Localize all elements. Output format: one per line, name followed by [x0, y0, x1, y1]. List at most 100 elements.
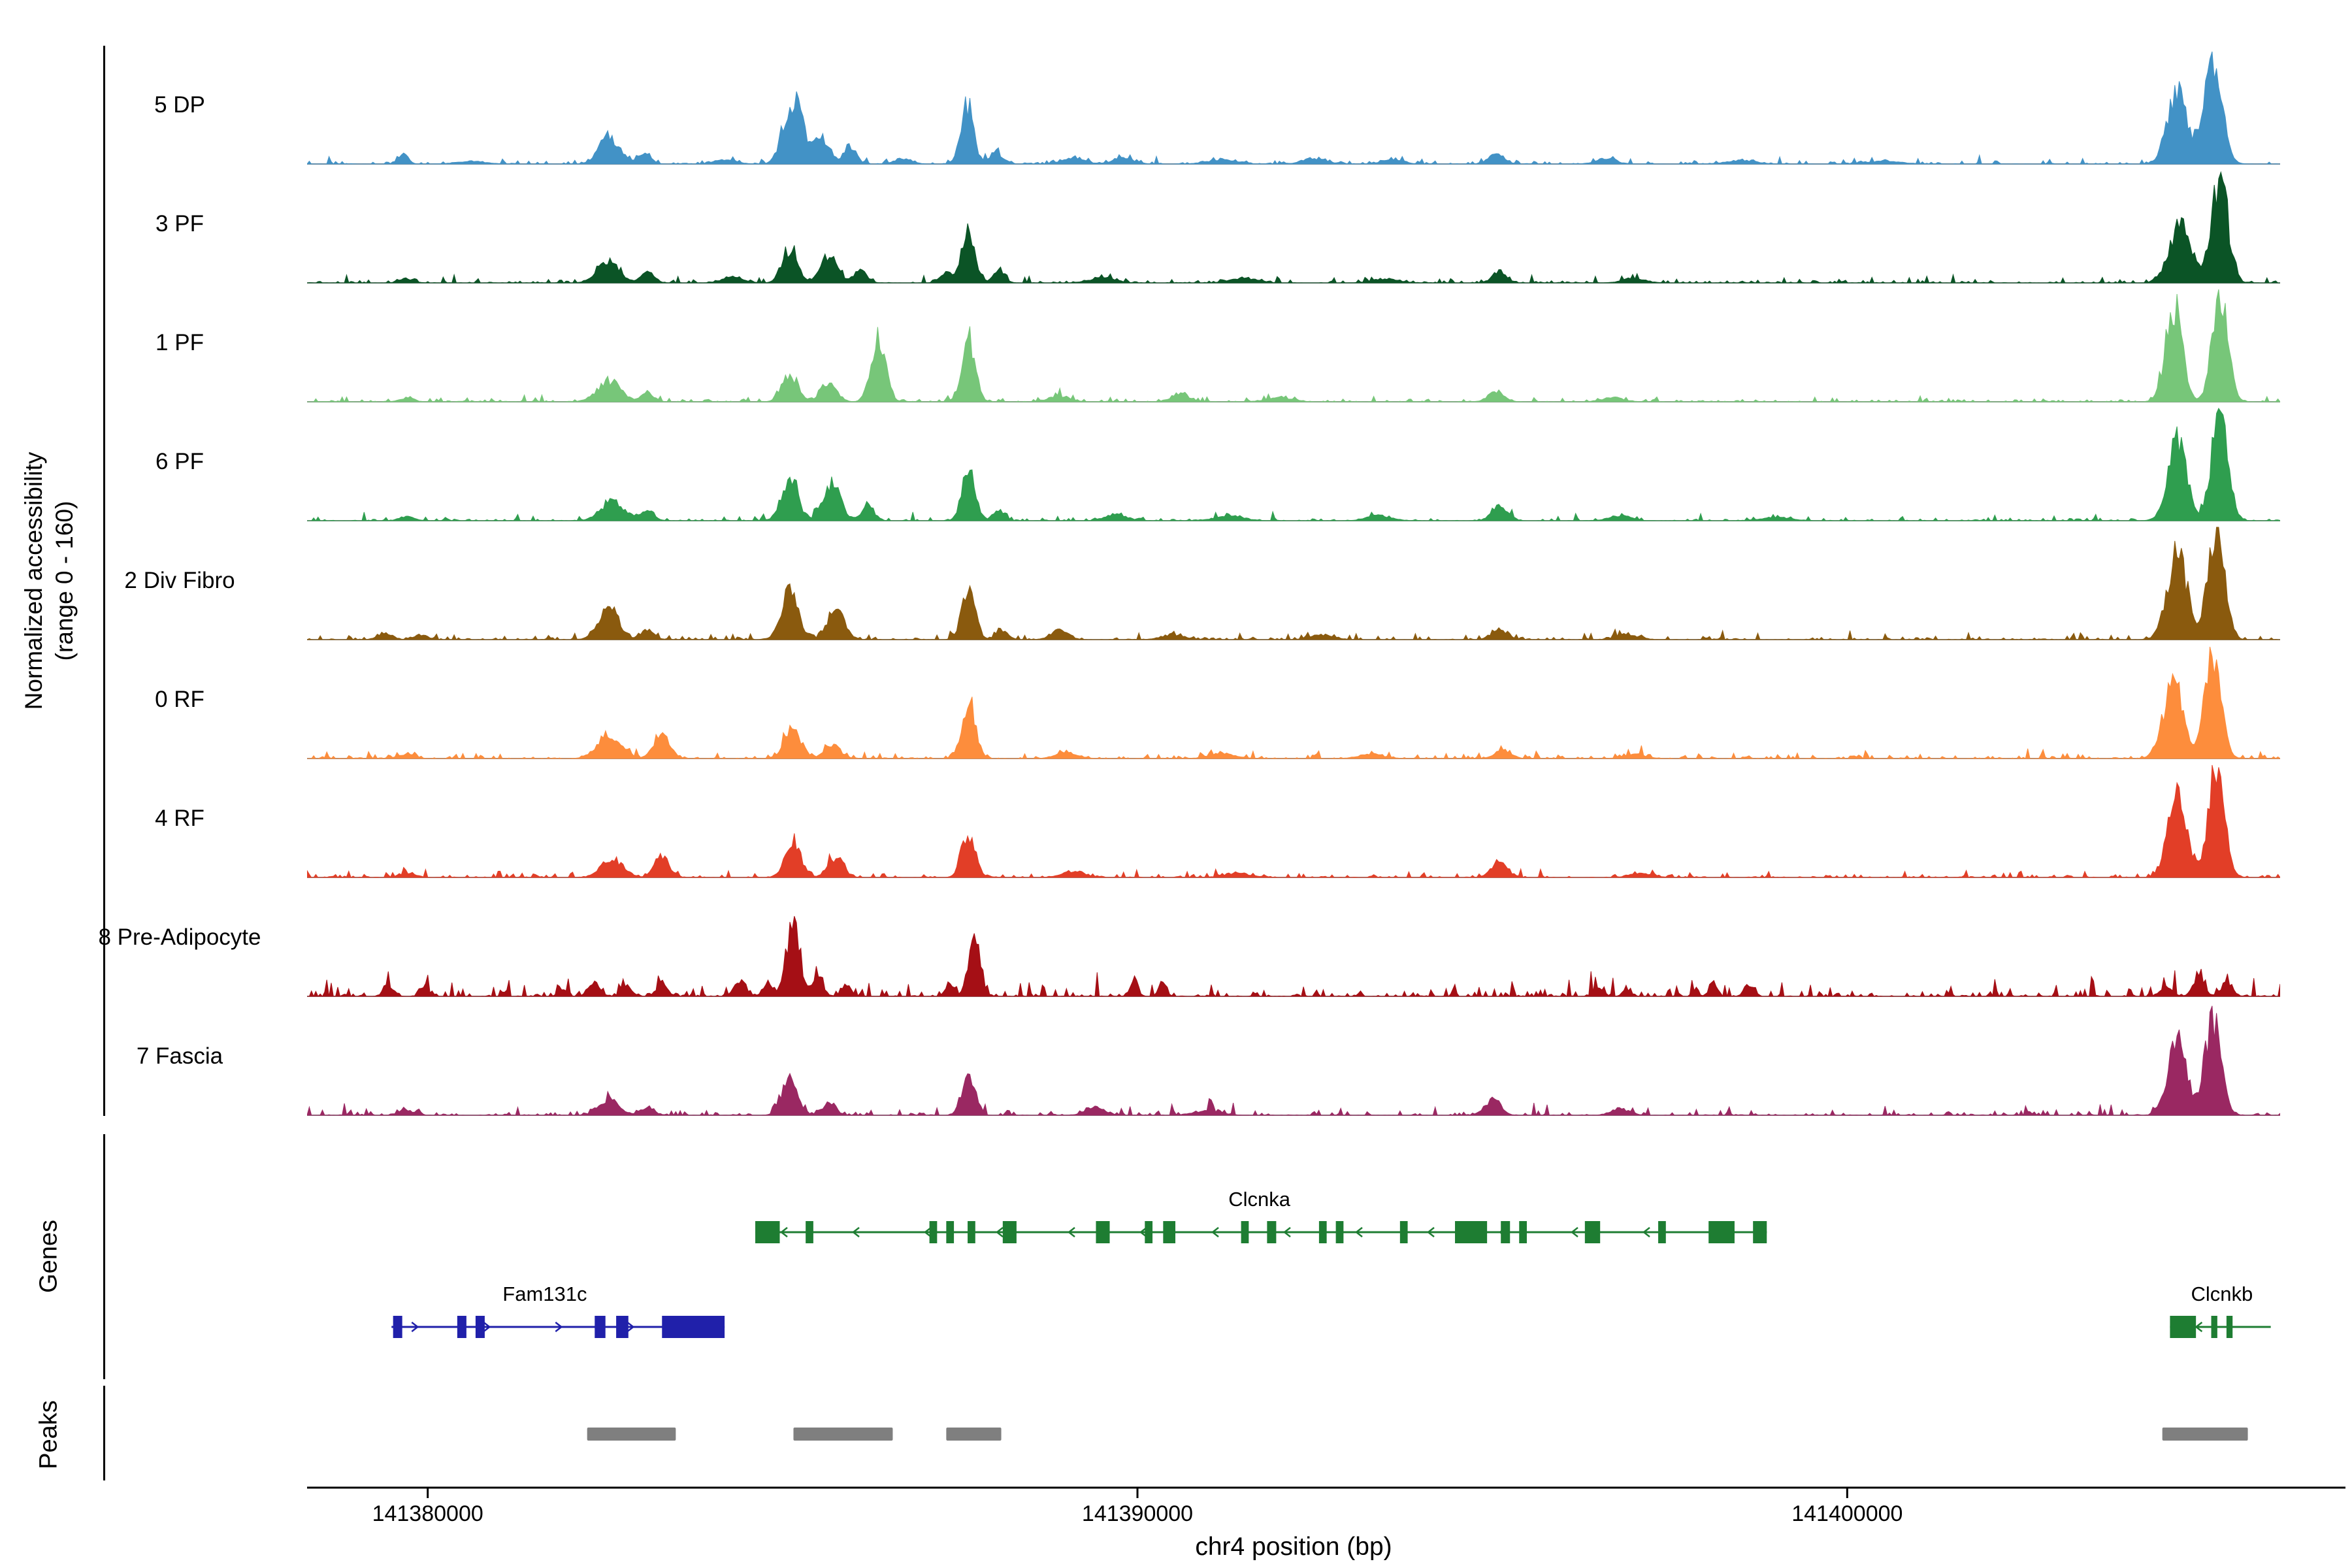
strand-arrow-icon: [995, 1227, 1004, 1237]
track-label-5-dp: 5 DP: [154, 92, 205, 118]
coverage-signal: [307, 527, 2280, 640]
strand-arrow-icon: [1642, 1227, 1650, 1237]
strand-arrow-icon: [1139, 1227, 1147, 1237]
track-signal-2-div-fibro: [307, 527, 2280, 640]
peaks-section-bracket: [103, 1386, 105, 1480]
exon-box: [1753, 1221, 1767, 1243]
exon-box: [393, 1316, 402, 1338]
exon-box: [2226, 1316, 2233, 1338]
x-axis-tick-label: 141390000: [1082, 1501, 1193, 1526]
strand-arrow-icon: [1570, 1227, 1578, 1237]
strand-arrow-icon: [923, 1227, 932, 1237]
peak-region-bar: [587, 1428, 676, 1441]
exon-box: [1145, 1221, 1153, 1243]
gene-clcnkb: Clcnkb: [2170, 1282, 2271, 1338]
gene-name-label: Clcnkb: [2191, 1282, 2253, 1305]
peaks-section-label: Peaks: [35, 1400, 63, 1469]
coverage-signal: [307, 916, 2280, 997]
exon-box: [1658, 1221, 1666, 1243]
peak-region-bar: [946, 1428, 1002, 1441]
exon-box: [616, 1316, 629, 1338]
exon-box: [1501, 1221, 1511, 1243]
strand-arrow-icon: [2195, 1322, 2203, 1332]
tracks-section-bracket: [103, 46, 105, 1116]
track-label-4-rf: 4 RF: [155, 806, 204, 831]
strand-arrow-icon: [1282, 1227, 1291, 1237]
exon-box: [475, 1316, 485, 1338]
x-axis-tick-label: 141400000: [1791, 1501, 1903, 1526]
exon-box: [755, 1221, 780, 1243]
exon-box: [1399, 1221, 1408, 1243]
exon-box: [662, 1316, 725, 1338]
track-row-2-div-fibro: 2 Div Fibro: [0, 521, 2352, 640]
track-label-1-pf: 1 PF: [155, 330, 204, 355]
exon-box: [1002, 1221, 1017, 1243]
exon-box: [595, 1316, 606, 1338]
gene-clcnka: Clcnka: [755, 1188, 1767, 1243]
gene-fam131c: Fam131c: [391, 1282, 725, 1338]
track-signal-5-dp: [307, 51, 2280, 165]
track-row-6-pf: 6 PF: [0, 402, 2352, 521]
track-row-8-pre-adipocyte: 8 Pre-Adipocyte: [0, 878, 2352, 997]
track-signal-3-pf: [307, 171, 2280, 284]
track-label-3-pf: 3 PF: [155, 211, 204, 237]
exon-box: [968, 1221, 975, 1243]
exon-box: [1584, 1221, 1601, 1243]
track-row-3-pf: 3 PF: [0, 165, 2352, 284]
track-signal-1-pf: [307, 289, 2280, 402]
coverage-signal: [307, 407, 2280, 521]
x-axis: 141380000 141390000 141400000 chr4 position…: [307, 1486, 2345, 1561]
strand-arrow-icon: [627, 1322, 635, 1332]
exon-box: [2211, 1316, 2217, 1338]
exon-box: [1335, 1221, 1344, 1243]
exon-box: [1708, 1221, 1735, 1243]
track-label-6-pf: 6 PF: [155, 449, 204, 474]
exon-box: [457, 1316, 466, 1338]
track-label-2-div-fibro: 2 Div Fibro: [124, 568, 235, 593]
track-row-1-pf: 1 PF: [0, 284, 2352, 402]
track-signal-6-pf: [307, 407, 2280, 521]
track-row-5-dp: 5 DP: [0, 46, 2352, 165]
x-axis-tick-label: 141380000: [372, 1501, 483, 1526]
strand-arrow-icon: [483, 1322, 491, 1332]
peaks-panel: [587, 1428, 2248, 1441]
coverage-signal: [307, 51, 2280, 165]
track-row-7-fascia: 7 Fascia: [0, 997, 2352, 1116]
peak-region-bar: [793, 1428, 893, 1441]
strand-arrow-icon: [555, 1322, 563, 1332]
exon-box: [1455, 1221, 1488, 1243]
track-signal-0-rf: [307, 646, 2280, 759]
track-row-0-rf: 0 RF: [0, 640, 2352, 759]
strand-arrow-icon: [1211, 1227, 1219, 1237]
coverage-signal: [307, 289, 2280, 402]
track-label-7-fascia: 7 Fascia: [136, 1043, 223, 1069]
genes-section-label: Genes: [35, 1220, 63, 1293]
strand-arrow-icon: [1067, 1227, 1075, 1237]
coverage-signal: [307, 764, 2280, 878]
strand-arrow-icon: [779, 1227, 788, 1237]
track-signal-8-pre-adipocyte: [307, 916, 2280, 997]
genes-section-bracket: [103, 1134, 105, 1379]
exon-box: [1241, 1221, 1249, 1243]
peak-region-bar: [2162, 1428, 2248, 1441]
exon-box: [806, 1221, 813, 1243]
exon-box: [1318, 1221, 1327, 1243]
gene-models-panel: Clcnka Fam131c Clcnkb: [391, 1188, 2271, 1338]
exon-box: [2170, 1316, 2197, 1338]
coverage-signal: [307, 171, 2280, 284]
track-row-4-rf: 4 RF: [0, 759, 2352, 878]
gene-name-label: Fam131c: [502, 1282, 587, 1305]
strand-arrow-icon: [1354, 1227, 1363, 1237]
exon-box: [1096, 1221, 1110, 1243]
coverage-track-list: 5 DP 3 PF 1 PF 6 PF 2 Div Fibro 0 RF 4 RF 8 Pre…: [0, 46, 2352, 1116]
track-label-8-pre-adipocyte: 8 Pre-Adipocyte: [98, 924, 261, 950]
track-label-0-rf: 0 RF: [155, 687, 204, 712]
exon-box: [946, 1221, 955, 1243]
exon-box: [1519, 1221, 1527, 1243]
strand-arrow-icon: [411, 1322, 419, 1332]
exon-box: [929, 1221, 938, 1243]
exon-box: [1267, 1221, 1277, 1243]
exon-box: [1163, 1221, 1176, 1243]
track-signal-4-rf: [307, 764, 2280, 878]
track-signal-7-fascia: [307, 1005, 2280, 1116]
